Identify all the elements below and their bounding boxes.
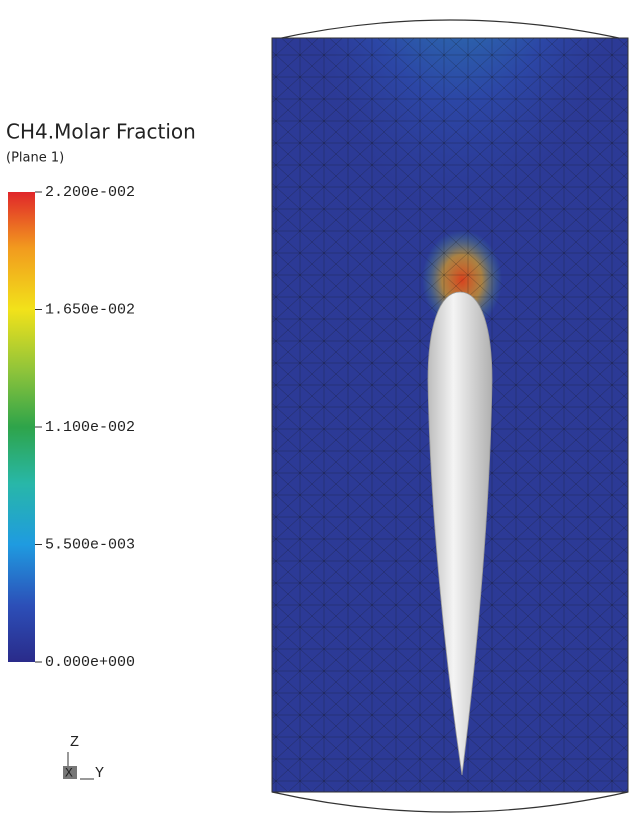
colorbar [8,192,35,662]
bottom-cap [271,791,629,813]
legend-subtitle: (Plane 1) [6,151,64,166]
triad-x: X [65,765,73,780]
colorbar-ticks: 2.200e-002 1.650e-002 1.100e-002 5.500e-003… [35,184,135,671]
axis-triad: Z X Y [63,734,104,782]
triad-box [63,766,77,779]
tick-label: 5.500e-003 [45,536,135,553]
tick-label: 0.000e+000 [45,654,135,671]
contour-plane [272,38,628,792]
triad-y: Y [95,765,104,782]
top-cap [271,19,629,41]
tick-label: 1.100e-002 [45,419,135,436]
legend-title: CH4.Molar Fraction [6,120,196,144]
cylinder-outline [271,37,629,793]
tick-label: 2.200e-002 [45,184,135,201]
needle [427,291,493,776]
tick-label: 1.650e-002 [45,301,135,318]
triad-z: Z [70,734,79,751]
